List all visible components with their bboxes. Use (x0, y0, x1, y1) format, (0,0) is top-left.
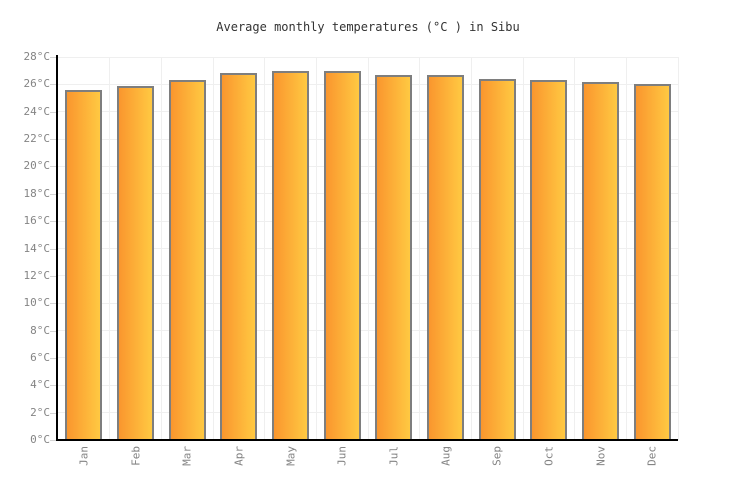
x-tick-label: May (284, 446, 297, 466)
y-tick (50, 303, 56, 305)
plot-area (58, 56, 679, 440)
x-tick-label: Jun (335, 446, 349, 466)
y-tick-label: 28°C (23, 50, 51, 63)
x-tick-label: Oct (542, 446, 556, 466)
bar-jun (323, 70, 361, 440)
v-gridline (470, 57, 472, 440)
v-gridline (367, 57, 369, 440)
y-tick (50, 111, 56, 113)
y-tick-label: 10°C (23, 296, 51, 310)
y-tick-label: 22°C (23, 132, 51, 146)
y-tick-label: 14°C (23, 241, 51, 255)
y-tick (50, 385, 56, 387)
bar-dec (633, 84, 671, 440)
y-tick (50, 330, 56, 332)
v-gridline (625, 57, 627, 440)
bar-feb (117, 85, 154, 440)
y-tick-label: 18°C (23, 186, 51, 200)
x-tick-label: Apr (232, 446, 246, 466)
x-tick-label: Aug (439, 446, 452, 466)
y-tick (50, 84, 56, 86)
bar-nov (582, 81, 619, 440)
y-tick-label: 2°C (30, 405, 50, 419)
bar-jul (375, 74, 413, 440)
y-tick (50, 440, 56, 441)
y-tick (50, 221, 56, 223)
x-tick-label: Jan (77, 446, 91, 466)
y-tick-label: 26°C (23, 77, 51, 91)
v-gridline (109, 57, 111, 440)
v-gridline (315, 57, 317, 440)
x-tick-label: Sep (490, 446, 504, 466)
y-tick (50, 357, 56, 359)
v-gridline (419, 57, 421, 440)
y-tick-label: 16°C (23, 214, 51, 228)
y-tick (50, 166, 56, 168)
y-tick-label: 24°C (23, 104, 51, 118)
bar-apr (220, 73, 258, 440)
x-tick-label: Dec (645, 446, 659, 466)
y-tick (50, 57, 56, 58)
v-gridline (677, 57, 679, 440)
v-gridline (264, 57, 266, 440)
y-tick-label: 8°C (30, 323, 50, 337)
y-tick (50, 139, 56, 141)
bar-mar (168, 80, 206, 440)
y-tick-label: 12°C (23, 268, 51, 282)
y-tick (50, 275, 56, 277)
v-gridline (574, 57, 576, 440)
bar-sep (478, 78, 516, 440)
bar-jan (65, 89, 103, 440)
y-tick (50, 248, 56, 250)
x-tick-label: Jul (387, 446, 401, 466)
y-tick-label: 6°C (30, 350, 50, 364)
x-axis-line (56, 439, 678, 441)
chart-title: Average monthly temperatures (°C ) in Si… (216, 20, 520, 34)
bar-oct (530, 80, 568, 440)
x-tick-label: Nov (594, 446, 607, 466)
bar-aug (427, 74, 464, 440)
v-gridline (522, 57, 524, 440)
v-gridline (160, 57, 162, 440)
y-tick-label: 20°C (23, 159, 51, 173)
bar-may (272, 70, 309, 440)
y-tick (50, 412, 56, 414)
y-tick-label: 0°C (30, 433, 50, 446)
x-tick-label: Feb (129, 446, 142, 466)
y-tick (50, 193, 56, 195)
y-axis-line (56, 55, 58, 441)
y-tick-label: 4°C (30, 378, 50, 392)
v-gridline (212, 57, 214, 440)
x-tick-label: Mar (180, 446, 194, 466)
